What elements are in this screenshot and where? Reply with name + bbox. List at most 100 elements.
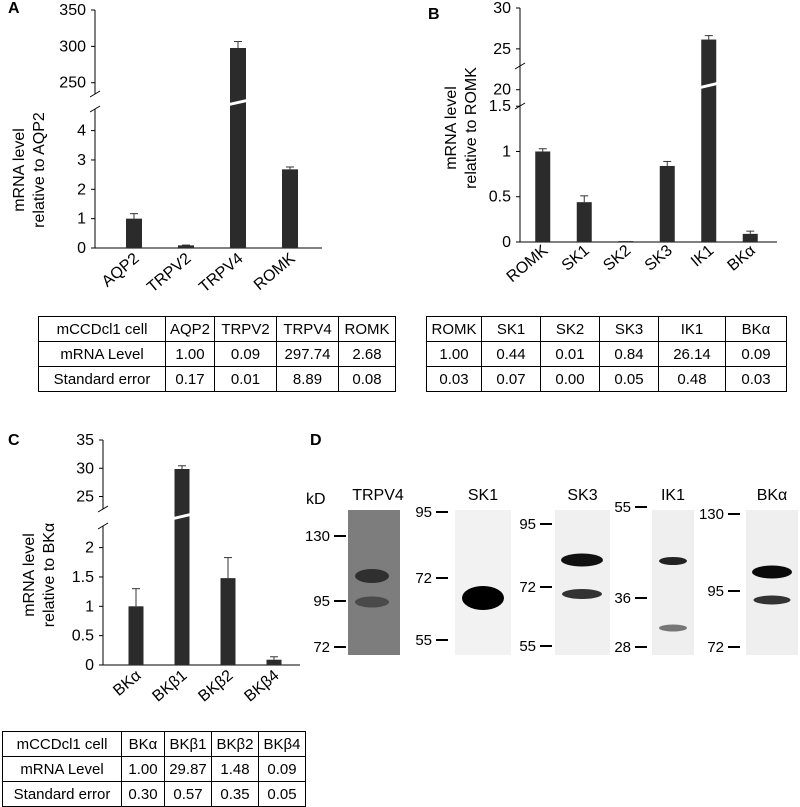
blot-marker-label: 95	[415, 504, 432, 521]
table-cell: 0.30	[121, 781, 165, 807]
bar-break	[173, 513, 191, 520]
panel-label-b: B	[428, 6, 440, 23]
y-axis-label: mRNA level relative to AQP2	[11, 112, 48, 228]
blot-band	[355, 569, 389, 583]
y-tick-label: 4	[77, 123, 86, 140]
table-row: 1.00 0.44 0.01 0.84 26.14 0.09	[426, 341, 787, 367]
blot-band	[462, 586, 504, 610]
table-cell: 0.09	[214, 341, 277, 367]
axis-break-mark	[89, 90, 101, 98]
table-cell: Standard error	[38, 366, 166, 392]
blot-marker-label: 95	[707, 583, 724, 600]
y-axis-label-line2: relative to BKα	[41, 523, 58, 627]
table-cell: BKβ1	[164, 731, 212, 757]
x-tick-label: TRPV2	[144, 250, 195, 296]
x-tick-label: BKβ4	[241, 667, 282, 705]
table-cell: TRPV2	[214, 316, 277, 342]
blot-membrane	[746, 510, 798, 655]
table-row: mRNA Level 1.00 0.09 297.74 2.68	[38, 341, 396, 367]
blot-marker-label: 55	[415, 632, 432, 649]
bar	[174, 468, 190, 665]
blot-lane-label: SK1	[468, 487, 498, 504]
table-cell: 1.00	[121, 756, 165, 782]
y-tick-label: 300	[59, 38, 86, 55]
blot-marker-label: 95	[313, 593, 330, 610]
y-tick-label: 2	[77, 181, 86, 198]
table-cell: 0.08	[338, 366, 396, 392]
blot-band	[753, 595, 791, 605]
axis-break-mark	[97, 522, 109, 530]
table-cell: mRNA Level	[38, 341, 166, 367]
table-row: Standard error 0.30 0.57 0.35 0.05	[2, 781, 306, 807]
blot-marker-label: 72	[519, 579, 536, 596]
blot-band	[561, 553, 603, 567]
table-header-row: mCCDcl1 cell AQP2 TRPV2 TRPV4 ROMK	[38, 316, 396, 342]
y-tick-label: 1	[85, 598, 94, 615]
table-cell: mRNA Level	[2, 756, 122, 782]
blot-marker-label: 28	[614, 639, 631, 656]
table-cell: 1.00	[165, 341, 215, 367]
table-cell: BKβ4	[258, 731, 306, 757]
blot-marker-label: 72	[707, 639, 724, 656]
table-cell: 0.05	[258, 781, 306, 807]
table-cell: 0.17	[165, 366, 215, 392]
x-tick-label: BKα	[110, 667, 144, 700]
x-tick-label: BKα	[724, 242, 758, 275]
table-cell: 0.00	[540, 366, 600, 392]
table-cell: 0.07	[481, 366, 541, 392]
bar	[742, 233, 758, 242]
bar	[576, 202, 592, 242]
western-blots: kD TRPV4 130 95 72 SK1 95 72 55 SK3 95 72 55 IK1 55 36 2…	[305, 487, 798, 656]
table-cell: Standard error	[2, 781, 122, 807]
y-tick-label: 25	[76, 489, 94, 506]
table-cell: IK1	[658, 316, 726, 342]
table-cell: 297.74	[276, 341, 339, 367]
blot-membrane	[555, 510, 610, 655]
bar	[230, 48, 246, 249]
table-cell: 1.48	[211, 756, 259, 782]
table-cell: 0.44	[481, 341, 541, 367]
blot-marker-label: 72	[415, 570, 432, 587]
table-header-row: mCCDcl1 cell BKα BKβ1 BKβ2 BKβ4	[2, 731, 306, 757]
blot-marker-label: 55	[614, 499, 631, 516]
y-axis-label-line1: mRNA level	[11, 128, 28, 212]
y-tick-label: 1	[502, 143, 511, 160]
y-tick-label: 20	[493, 82, 511, 99]
x-tick-label: TRPV4	[196, 250, 247, 296]
table-cell: 0.48	[658, 366, 726, 392]
y-tick-label: 1	[77, 211, 86, 228]
x-tick-label: AQP2	[99, 250, 143, 291]
table-cell: 26.14	[658, 341, 726, 367]
bar	[126, 218, 142, 248]
blot-lane-label: SK3	[567, 487, 597, 504]
blot-band	[752, 565, 792, 579]
y-tick-label: 0	[85, 657, 94, 674]
table-row: 0.03 0.07 0.00 0.05 0.48 0.03	[426, 366, 787, 392]
x-tick-label: SK2	[600, 242, 634, 275]
table-cell: ROMK	[338, 316, 396, 342]
bar	[535, 151, 551, 242]
panel-label-a: A	[8, 0, 20, 17]
blot-band	[659, 557, 687, 565]
y-tick-label: 1.5	[489, 98, 511, 115]
y-tick-label: 0.5	[489, 189, 511, 206]
table-row: mRNA Level 1.00 29.87 1.48 0.09	[2, 756, 306, 782]
y-axis-label: mRNA level relative to BKα	[21, 523, 58, 627]
blot-lane-label: IK1	[661, 487, 685, 504]
blot-marker-label: 130	[305, 528, 330, 545]
table-cell: TRPV4	[276, 316, 339, 342]
table-cell: mCCDcl1 cell	[38, 316, 166, 342]
x-tick-label: ROMK	[251, 250, 299, 294]
table-cell: 2.68	[338, 341, 396, 367]
table-cell: AQP2	[165, 316, 215, 342]
panel-label-d: D	[310, 432, 322, 449]
table-cell: 0.03	[426, 366, 482, 392]
x-tick-label: BKβ2	[195, 667, 236, 705]
blot-marker-label: 95	[519, 516, 536, 533]
y-tick-label: 35	[76, 432, 94, 449]
x-tick-label: IK1	[688, 242, 717, 271]
axis-break-mark	[97, 505, 109, 513]
x-tick-label: SK1	[559, 242, 593, 275]
bar	[659, 165, 675, 242]
blot-band	[355, 596, 389, 608]
